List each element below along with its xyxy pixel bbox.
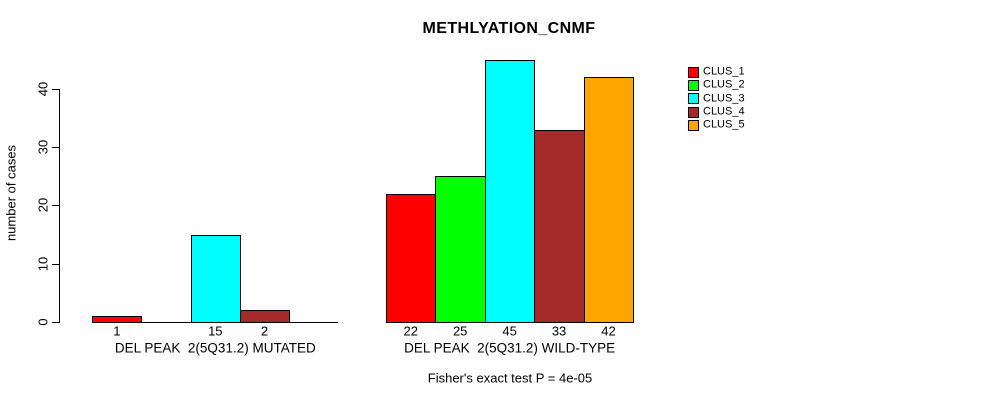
bar-clus_3	[190, 234, 241, 323]
y-axis-tick-label: 30	[35, 139, 51, 155]
bar-value-label: 1	[113, 323, 121, 338]
y-axis-tick	[52, 88, 59, 90]
legend-label-clus_5: CLUS_5	[703, 118, 745, 131]
bar-value-label: 25	[452, 323, 468, 338]
legend-swatch-clus_1	[688, 66, 699, 78]
fisher-test-caption: Fisher's exact test P = 4e-05	[427, 370, 593, 386]
x-axis-group-label: DEL PEAK 2(5Q31.2) WILD-TYPE	[404, 339, 616, 355]
legend-swatch-clus_2	[688, 79, 699, 91]
bar-clus_1	[386, 193, 437, 323]
bar-clus_3	[484, 59, 536, 323]
y-axis-tick-label: 0	[35, 318, 51, 326]
legend-label-clus_3: CLUS_3	[703, 92, 745, 105]
y-axis-label: number of cases	[3, 144, 19, 242]
bar-value-label: 45	[502, 323, 517, 338]
y-axis-line	[59, 88, 60, 323]
y-axis-tick	[52, 322, 59, 323]
bar-value-label: 2	[260, 323, 269, 338]
y-axis-tick	[52, 205, 59, 207]
legend-swatch-clus_4	[688, 106, 699, 118]
bar-value-label: 42	[601, 323, 616, 338]
bar-clus_2	[435, 176, 486, 323]
y-axis-tick-label: 10	[35, 256, 51, 271]
legend-label-clus_4: CLUS_4	[703, 105, 745, 118]
legend-label-clus_1: CLUS_1	[703, 65, 745, 78]
chart-title: METHLYATION_CNMF	[422, 20, 596, 37]
bar-clus_4	[534, 129, 585, 323]
x-axis-group-label: DEL PEAK 2(5Q31.2) MUTATED	[114, 339, 316, 355]
legend-swatch-clus_5	[688, 119, 699, 131]
legend-swatch-clus_3	[688, 93, 699, 105]
y-axis-tick	[52, 147, 59, 149]
bar-clus_5	[583, 77, 635, 323]
legend-label-clus_2: CLUS_2	[703, 78, 745, 91]
bar-clus_1	[92, 316, 143, 323]
y-axis-tick	[52, 263, 59, 265]
bar-clus_4	[239, 310, 291, 323]
y-axis-tick-label: 20	[35, 198, 51, 213]
y-axis-tick-label: 40	[35, 81, 51, 97]
bar-value-label: 15	[208, 323, 223, 338]
bar-value-label: 33	[551, 323, 567, 338]
bar-value-label: 22	[403, 323, 418, 338]
